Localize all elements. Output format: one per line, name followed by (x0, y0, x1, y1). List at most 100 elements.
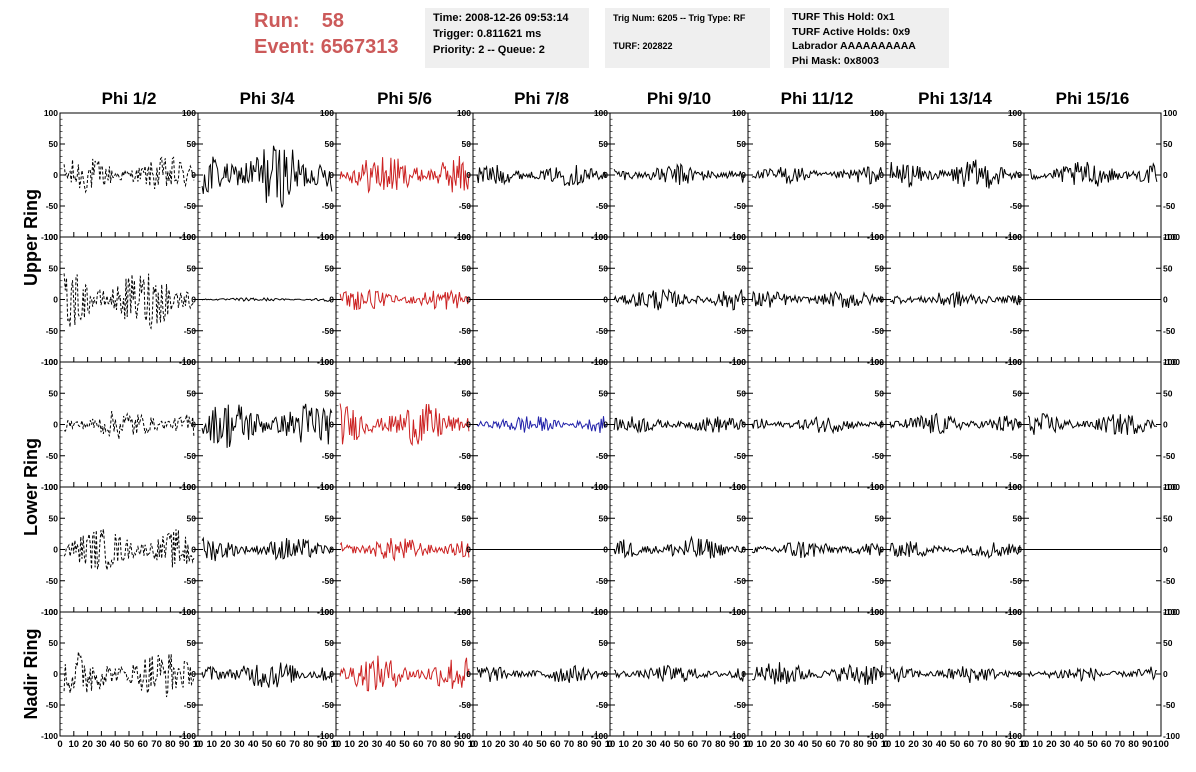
xtick-label-c3: 10 (605, 739, 616, 750)
ytick-label-r3-c6: 50 (875, 513, 885, 523)
xtick-label-c5: 10 (881, 739, 892, 750)
waveform-trace-r2-c2 (339, 403, 470, 447)
panel-frame-r2-c0 (59, 361, 199, 488)
trig-num-text: Trig Num: 6205 -- Trig Type: RF (613, 13, 746, 23)
ring-label-0: Upper Ring (21, 189, 41, 286)
xtick-label-c2: 80 (440, 739, 451, 750)
column-header-3: Phi 7/8 (514, 89, 569, 108)
ytick-label-r3-c2: -50 (322, 576, 335, 586)
ytick-label-r2-c2: 50 (325, 388, 335, 398)
ytick-label-r3-c0: 0 (53, 545, 58, 555)
xtick-label-c1: 10 (331, 739, 342, 750)
ytick-label-right-r0: -50 (1163, 201, 1176, 211)
ytick-label-r1-c6: 0 (879, 295, 884, 305)
ytick-label-r0-c4: 50 (599, 139, 609, 149)
waveform-trace-r0-c0 (63, 156, 195, 194)
ytick-label-right-r0: 50 (1163, 139, 1173, 149)
ytick-label-r0-c6: -50 (872, 201, 885, 211)
panel-frame-r1-c2 (335, 236, 474, 363)
waveform-trace-r0-c4 (613, 162, 745, 186)
ytick-label-r2-c1: 50 (187, 388, 197, 398)
turf-active-holds-text: TURF Active Holds: 0x9 (792, 25, 911, 38)
ytick-label-r1-c1: -50 (184, 326, 197, 336)
ytick-label-r4-c2: 50 (325, 638, 335, 648)
ytick-label-r4-c2: 0 (329, 669, 334, 679)
xtick-label-c4: 20 (632, 739, 643, 750)
xtick-label-c6: 80 (991, 739, 1002, 750)
column-header-4: Phi 9/10 (647, 89, 711, 108)
waveform-trace-r4-c5 (751, 662, 883, 686)
ytick-label-r2-c6: 50 (875, 388, 885, 398)
ytick-label-r3-c4: 50 (599, 513, 609, 523)
ytick-label-r1-c0: -50 (46, 326, 59, 336)
waveform-trace-r4-c2 (339, 655, 470, 692)
ytick-label-r1-c2: 100 (320, 232, 334, 242)
ytick-label-r4-c4: -100 (591, 731, 608, 741)
ytick-label-r2-c3: 100 (457, 357, 471, 367)
waveform-trace-r3-c0 (63, 528, 195, 571)
ytick-label-r2-c0: -100 (41, 482, 58, 492)
ytick-label-r3-c3: 50 (462, 513, 472, 523)
ytick-label-right-r2: 100 (1163, 357, 1177, 367)
ytick-label-r2-c7: 50 (1013, 388, 1023, 398)
column-header-1: Phi 3/4 (240, 89, 295, 108)
xtick-label-c1: 40 (248, 739, 259, 750)
xtick-label-c2: 60 (413, 739, 424, 750)
ytick-label-r0-c2: 100 (320, 108, 334, 118)
ytick-label-r2-c0: -50 (46, 451, 59, 461)
xtick-label-c0: 70 (151, 739, 162, 750)
waveform-trace-r0-c7 (1028, 161, 1158, 187)
xtick-label-c3: 50 (536, 739, 547, 750)
ytick-label-r4-c5: -50 (734, 700, 747, 710)
ytick-label-r2-c5: 50 (737, 388, 747, 398)
ytick-label-r1-c1: 100 (182, 232, 196, 242)
xtick-label-c6: 10 (895, 739, 906, 750)
ytick-label-r2-c1: -50 (184, 451, 197, 461)
ytick-label-r0-c0: -50 (46, 201, 59, 211)
run-event-label: Run: 58 Event: 6567313 (254, 8, 399, 60)
ytick-label-r3-c1: 50 (187, 513, 197, 523)
xtick-label-c7: 50 (1087, 739, 1098, 750)
waveform-trace-r3-c4 (613, 535, 745, 559)
ytick-label-r1-c0: 50 (49, 263, 59, 273)
ytick-label-r1-c6: 50 (875, 263, 885, 273)
xtick-label-c2: 20 (358, 739, 369, 750)
ytick-label-right-r0: 100 (1163, 108, 1177, 118)
xtick-label-c7: 70 (1115, 739, 1126, 750)
labrador-text: Labrador AAAAAAAAAA (792, 40, 916, 52)
ytick-label-r3-c4: 0 (603, 545, 608, 555)
ytick-label-r3-c5: 100 (732, 482, 746, 492)
xtick-label-c5: 40 (798, 739, 809, 750)
xtick-label-c1: 10 (207, 739, 218, 750)
waveform-trace-r2-c0 (63, 411, 195, 440)
xtick-label-c3: 40 (523, 739, 534, 750)
ytick-label-r2-c4: 0 (603, 420, 608, 430)
ytick-label-r2-c6: -50 (872, 451, 885, 461)
ytick-label-right-r2: 50 (1163, 388, 1173, 398)
ytick-label-r4-c7: 50 (1013, 638, 1023, 648)
ytick-label-r0-c2: -50 (322, 201, 335, 211)
ytick-label-r2-c3: 50 (462, 388, 472, 398)
time-text: Time: 2008-12-26 09:53:14 (433, 12, 569, 24)
ytick-label-r3-c4: -50 (596, 576, 609, 586)
ytick-label-right-r3: 0 (1163, 545, 1168, 555)
ytick-label-r4-c0: 100 (44, 607, 58, 617)
ytick-label-r3-c4: 100 (594, 482, 608, 492)
ytick-label-right-r0: -100 (1163, 232, 1180, 242)
ytick-label-r0-c1: -50 (184, 201, 197, 211)
xtick-label-c7: 80 (1128, 739, 1139, 750)
xtick-label-c4: 50 (674, 739, 685, 750)
ytick-label-r0-c4: -50 (596, 201, 609, 211)
ytick-label-r2-c0: 0 (53, 420, 58, 430)
ytick-label-r1-c2: 0 (329, 295, 334, 305)
ytick-label-right-r4: -50 (1163, 700, 1176, 710)
ytick-label-r0-c0: 50 (49, 139, 59, 149)
ytick-label-r1-c0: -100 (41, 357, 58, 367)
ytick-label-r2-c4: 50 (599, 388, 609, 398)
xtick-label-c5: 10 (757, 739, 768, 750)
xtick-label-c6: 20 (908, 739, 919, 750)
ytick-label-r4-c6: 0 (879, 669, 884, 679)
xtick-label-c2: 90 (454, 739, 465, 750)
ytick-label-r4-c6: 50 (875, 638, 885, 648)
ytick-label-r3-c5: 50 (737, 513, 747, 523)
